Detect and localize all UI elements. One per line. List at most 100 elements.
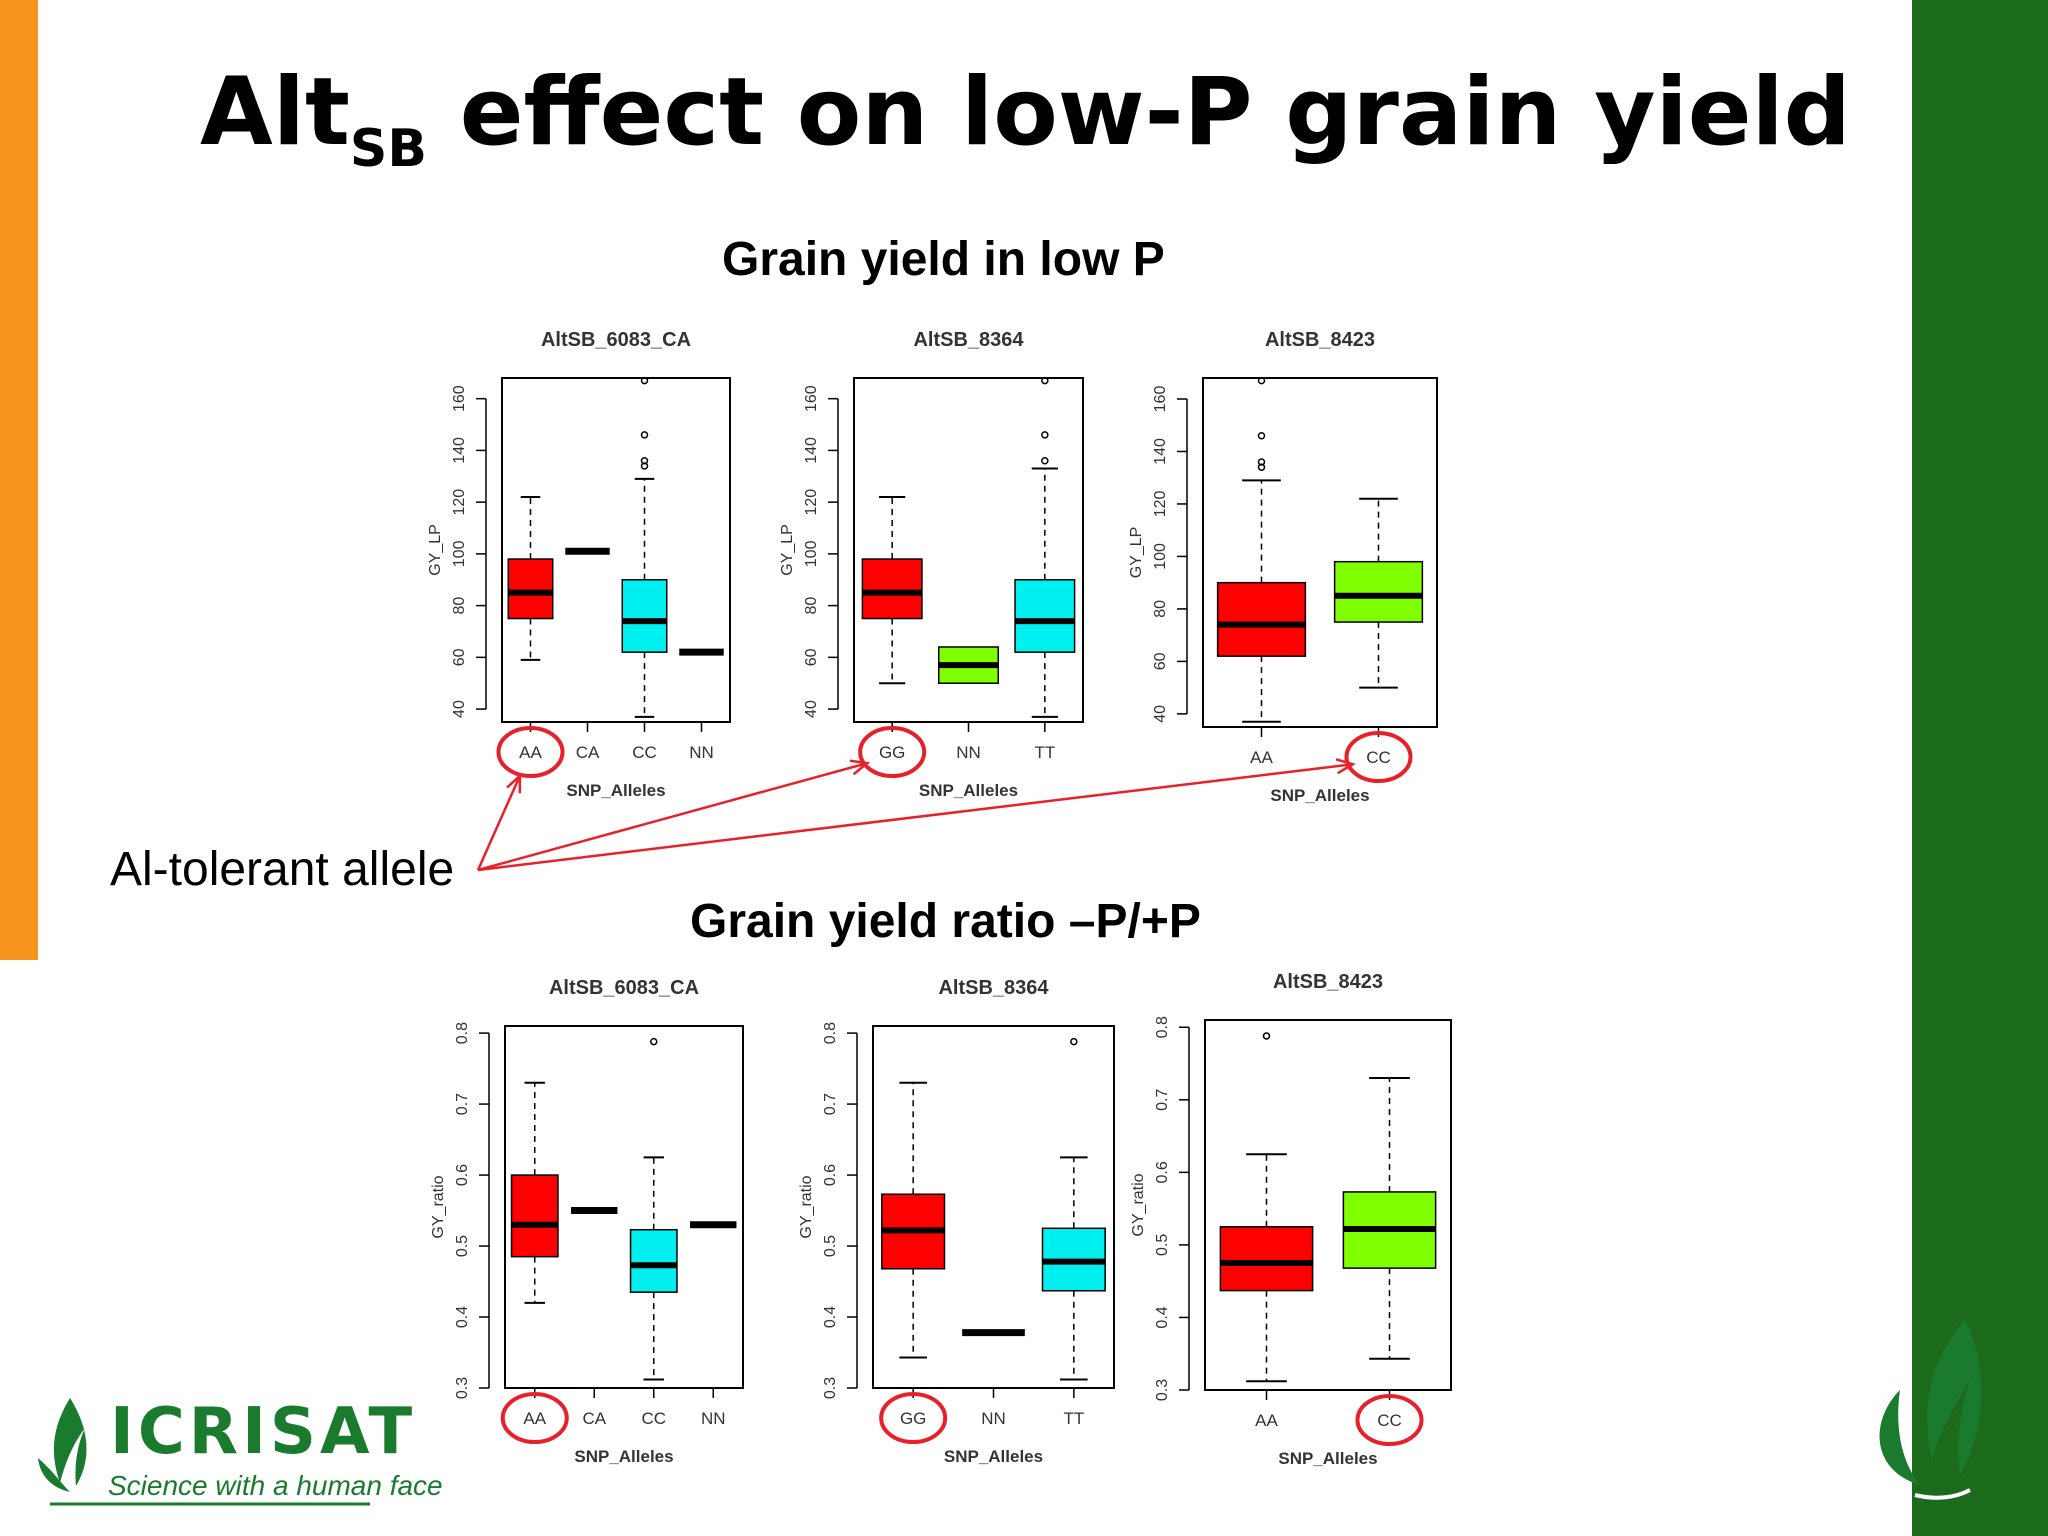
callout-arrowhead (1335, 758, 1356, 775)
title-rest: effect on low-P grain yield (427, 58, 1851, 167)
plot-title: AltSB_8423 (1273, 971, 1383, 993)
y-tick-label: 40 (803, 700, 820, 718)
outlier-point (1041, 431, 1049, 439)
plot-title: AltSB_6083_CA (549, 977, 699, 999)
plot-title: AltSB_6083_CA (541, 329, 691, 351)
y-tick-label: 60 (803, 648, 820, 666)
y-tick-label: 100 (451, 540, 468, 567)
box-gg (881, 1081, 946, 1359)
x-tick-label-gg: GG (879, 743, 905, 762)
y-tick-label: 140 (803, 437, 820, 464)
box-iqr (621, 578, 668, 653)
box-nn (937, 646, 1000, 684)
y-axis-label: GY_LP (427, 524, 444, 576)
callout-arrow (477, 762, 1353, 872)
y-tick-label: 0.5 (822, 1235, 839, 1257)
outlier-point (1041, 376, 1049, 385)
y-axis-label: GY_LP (1128, 527, 1145, 579)
boxplot-4: AltSB_6083_CA 0.3 0.4 0.5 0.6 0.7 0.8 GY_ratio A… (430, 977, 744, 1466)
corner-leaf-icon (1879, 1320, 1982, 1500)
x-axis-label: SNP_Alleles (1278, 1449, 1377, 1468)
x-tick-label-cc: CC (632, 743, 657, 762)
y-tick-label: 0.8 (1154, 1016, 1171, 1038)
y-tick-label: 80 (803, 597, 820, 615)
highlight-circle (1344, 731, 1413, 783)
y-tick-label: 60 (1152, 652, 1169, 670)
outlier-point (650, 1037, 658, 1046)
y-tick-label: 140 (451, 437, 468, 464)
y-tick-label: 120 (803, 489, 820, 516)
y-tick-label: 160 (803, 385, 820, 412)
outlier-point (640, 431, 649, 439)
plot-frame (1202, 377, 1438, 728)
y-tick-label: 80 (451, 597, 468, 615)
x-tick-label-ca: CA (576, 743, 600, 762)
callout-arrow (476, 775, 522, 871)
slide-title: AltSB effect on low-P grain yield (200, 66, 1851, 176)
section-title-low-p: Grain yield in low P (722, 233, 1165, 286)
box-iqr (507, 558, 554, 620)
callout-arrows (476, 758, 1356, 872)
y-tick-label: 0.3 (1154, 1379, 1171, 1401)
plot-frame (504, 1025, 744, 1389)
y-axis-label: GY_LP (779, 524, 796, 576)
outlier-point (1257, 431, 1266, 440)
title-subscript: SB (349, 119, 427, 179)
icrisat-logo-text: ICRISAT (110, 1395, 417, 1469)
box-aa (507, 495, 554, 661)
outlier-point (1257, 376, 1266, 385)
y-tick-label: 0.3 (454, 1377, 471, 1399)
x-tick-label-aa: AA (1255, 1411, 1278, 1430)
x-axis-label: SNP_Alleles (944, 1447, 1043, 1466)
outlier-point (1257, 463, 1266, 471)
highlight-circle (496, 726, 565, 778)
orange-side-bar (0, 0, 38, 960)
y-tick-label: 120 (1152, 491, 1169, 518)
x-tick-label-aa: AA (523, 1409, 546, 1428)
y-tick-label: 120 (451, 489, 468, 516)
y-axis-label: GY_ratio (430, 1175, 447, 1238)
box-iqr (1216, 581, 1307, 657)
y-tick-label: 0.5 (1154, 1234, 1171, 1256)
x-axis-label: SNP_Alleles (919, 781, 1018, 800)
boxplot-6: AltSB_8423 0.3 0.4 0.5 0.6 0.7 0.8 GY_ratio AA CC… (1130, 971, 1452, 1468)
boxplot-1: AltSB_6083_CA 40 60 80 100 120 140 160 GY_LP AA CA… (427, 329, 731, 800)
box-iqr (861, 558, 923, 620)
outlier-point (640, 462, 649, 470)
y-tick-label: 60 (451, 648, 468, 666)
box-iqr (629, 1228, 678, 1293)
x-axis-label: SNP_Alleles (566, 781, 665, 800)
x-tick-label-tt: TT (1063, 1409, 1084, 1428)
plot-frame (501, 377, 731, 723)
box-aa (1216, 376, 1307, 723)
y-tick-label: 0.4 (822, 1306, 839, 1328)
boxplot-2: AltSB_8364 40 60 80 100 120 140 160 GY_LP GG NN TT S… (779, 329, 1084, 800)
x-tick-label-aa: AA (1250, 748, 1273, 767)
box-cc (1342, 1077, 1437, 1360)
x-tick-label-cc: CC (1366, 748, 1391, 767)
y-tick-label: 0.7 (822, 1093, 839, 1115)
plot-title: AltSB_8364 (938, 977, 1049, 999)
y-tick-label: 0.8 (454, 1022, 471, 1044)
box-iqr (510, 1174, 559, 1258)
x-tick-label-tt: TT (1034, 743, 1055, 762)
y-tick-label: 0.7 (1154, 1089, 1171, 1111)
boxplot-3: AltSB_8423 40 60 80 100 120 140 160 GY_LP AA CC SNP… (1128, 329, 1438, 805)
outlier-point (1070, 1037, 1078, 1046)
box-gg (861, 495, 923, 685)
highlight-circle (1355, 1394, 1424, 1446)
x-tick-label-cc: CC (641, 1409, 666, 1428)
outlier-point (1262, 1032, 1271, 1040)
highlight-circle (858, 726, 927, 778)
green-side-bar (1912, 0, 2048, 1536)
y-tick-label: 0.8 (822, 1022, 839, 1044)
box-tt (1041, 1037, 1106, 1381)
y-tick-label: 0.6 (1154, 1161, 1171, 1183)
x-tick-label-ca: CA (582, 1409, 606, 1428)
callout-arrowhead (506, 772, 522, 794)
section-title-ratio: Grain yield ratio –P/+P (690, 895, 1201, 948)
x-tick-label-nn: NN (981, 1409, 1006, 1428)
box-aa (510, 1081, 559, 1304)
box-iqr (1014, 578, 1076, 653)
al-tolerant-callout: Al-tolerant allele (110, 843, 455, 896)
